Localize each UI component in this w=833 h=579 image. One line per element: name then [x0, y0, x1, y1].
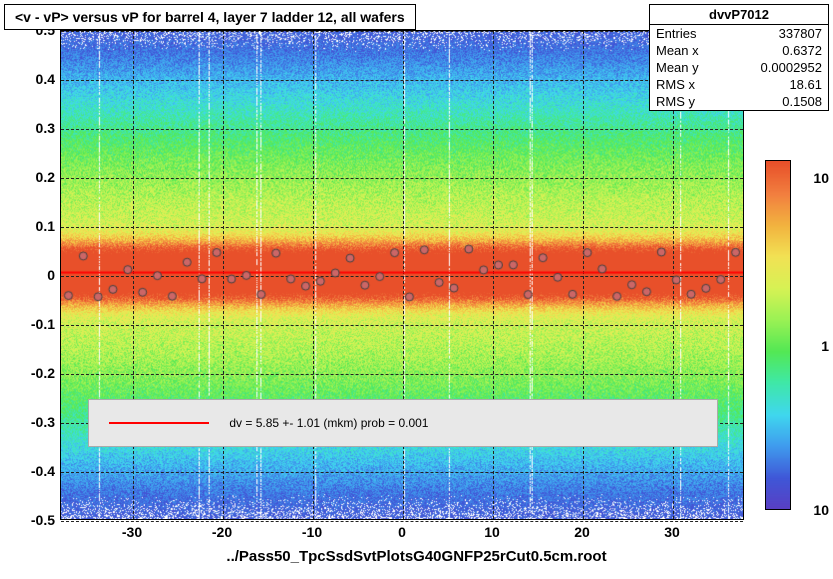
y-tick-label: -0.4 [31, 463, 55, 479]
x-tick-label: -20 [212, 524, 232, 540]
x-axis-file-label: ../Pass50_TpcSsdSvtPlotsG40GNFP25rCut0.5… [0, 548, 833, 565]
chart-title-text: <v - vP> versus vP for barrel 4, layer 7… [15, 9, 405, 25]
y-tick-label: 0 [47, 267, 55, 283]
stats-label: Mean y [656, 60, 699, 75]
gridline-h [61, 521, 743, 522]
stats-name: dvvP7012 [650, 5, 828, 25]
x-tick-label: 10 [484, 524, 500, 540]
y-tick-label: -0.1 [31, 316, 55, 332]
x-tick-label: -30 [122, 524, 142, 540]
stats-row: RMS x 18.61 [650, 76, 828, 93]
y-tick-label: 0.3 [36, 120, 55, 136]
x-tick-label: 30 [664, 524, 680, 540]
stats-value: 0.6372 [782, 43, 822, 58]
fit-legend-line [109, 422, 209, 424]
stats-value: 0.1508 [782, 94, 822, 109]
stats-value: 337807 [779, 26, 822, 41]
y-tick-label: -0.2 [31, 365, 55, 381]
x-tick-label: 20 [574, 524, 590, 540]
colorbar [765, 160, 791, 510]
stats-label: Entries [656, 26, 696, 41]
stats-row: Mean y 0.0002952 [650, 59, 828, 76]
stats-row: Entries 337807 [650, 25, 828, 42]
x-tick-label: -10 [302, 524, 322, 540]
x-tick-label: 0 [398, 524, 406, 540]
stats-label: Mean x [656, 43, 699, 58]
stats-label: RMS y [656, 94, 695, 109]
colorbar-tick-label: 1 [821, 338, 829, 354]
stats-label: RMS x [656, 77, 695, 92]
y-tick-label: 0.1 [36, 218, 55, 234]
plot-area: dv = 5.85 +- 1.01 (mkm) prob = 0.001 [60, 30, 744, 520]
colorbar-tick-label: 10 [813, 502, 829, 518]
chart-title: <v - vP> versus vP for barrel 4, layer 7… [4, 4, 416, 30]
y-tick-label: -0.3 [31, 414, 55, 430]
fit-legend-text: dv = 5.85 +- 1.01 (mkm) prob = 0.001 [229, 416, 428, 430]
stats-value: 0.0002952 [761, 60, 822, 75]
stats-box: dvvP7012 Entries337807Mean x0.6372Mean y… [649, 4, 829, 111]
stats-value: 18.61 [789, 77, 822, 92]
y-tick-label: 0.4 [36, 71, 55, 87]
stats-row: RMS y 0.1508 [650, 93, 828, 110]
colorbar-tick-label: 10 [813, 170, 829, 186]
fit-legend: dv = 5.85 +- 1.01 (mkm) prob = 0.001 [88, 399, 717, 447]
stats-row: Mean x 0.6372 [650, 42, 828, 59]
y-tick-label: -0.5 [31, 512, 55, 528]
y-tick-label: 0.2 [36, 169, 55, 185]
